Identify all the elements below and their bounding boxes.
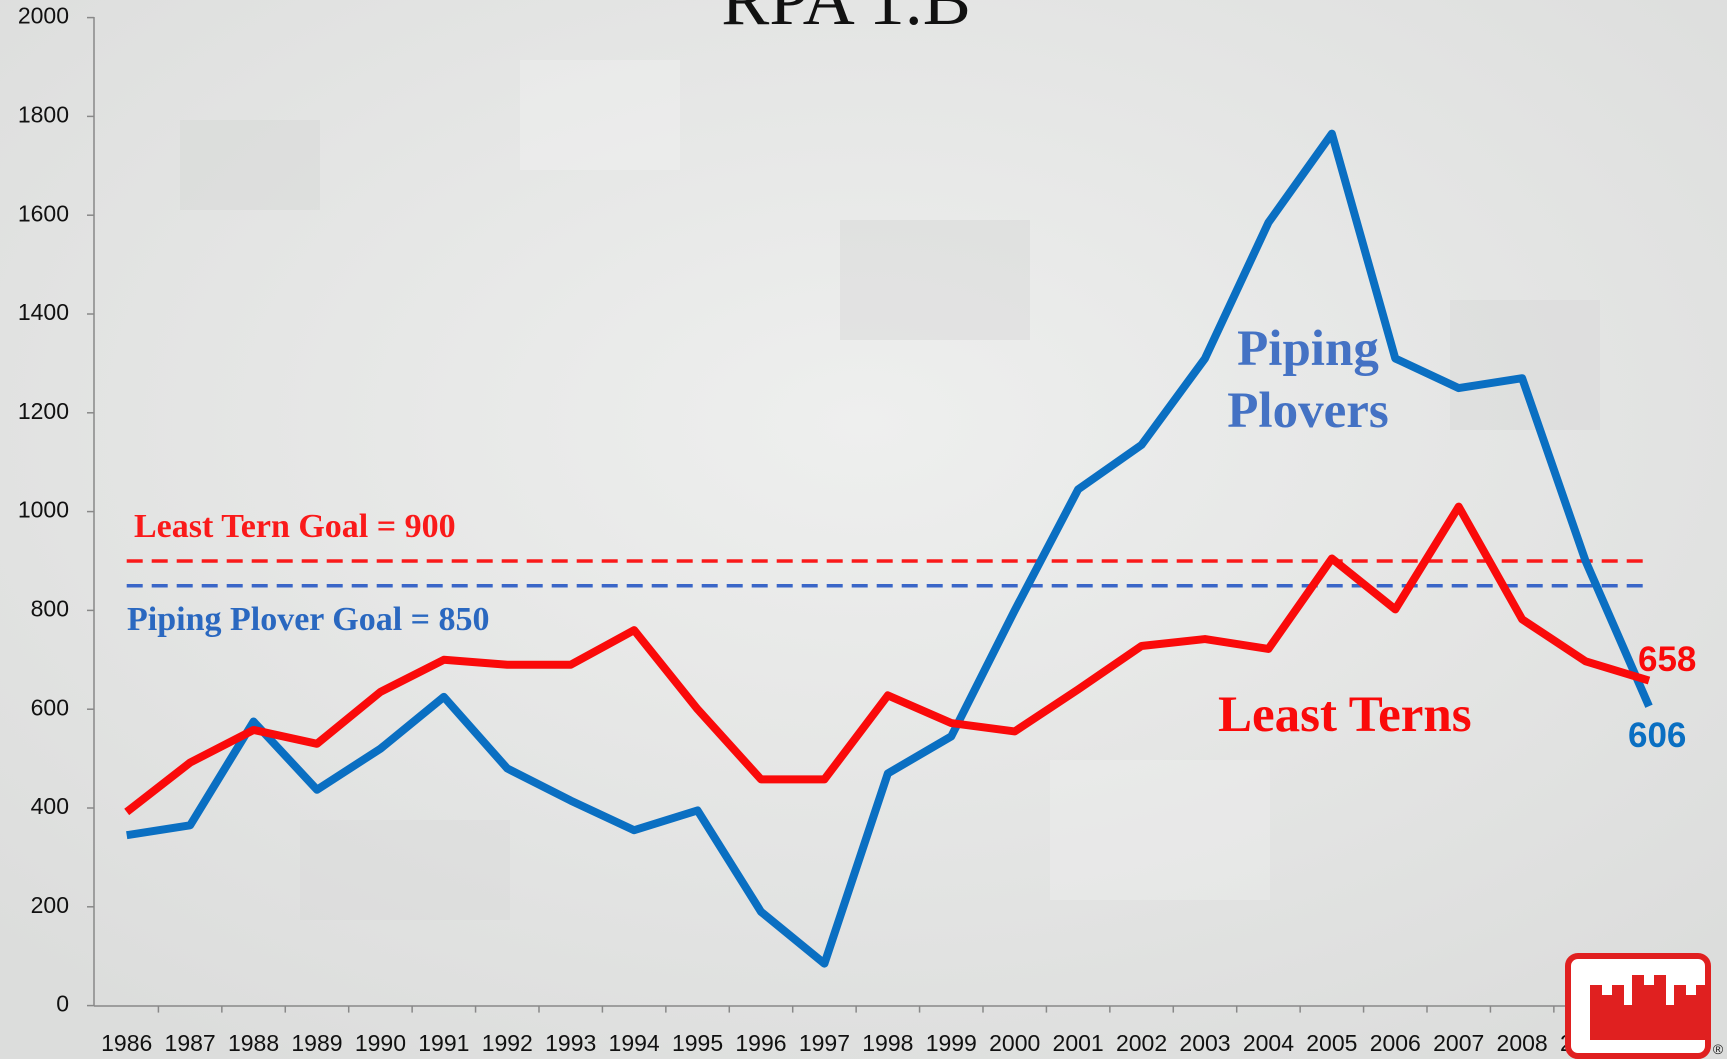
x-tick-label: 2004 bbox=[1243, 1030, 1294, 1056]
series-label: Piping Plovers bbox=[1227, 321, 1389, 439]
end-label: 658 bbox=[1638, 640, 1697, 679]
y-tick-label: 2000 bbox=[18, 3, 69, 29]
series-label: Least Terns bbox=[1218, 687, 1472, 743]
y-tick-label: 800 bbox=[31, 595, 69, 621]
series-line bbox=[124, 502, 1651, 816]
x-tick-label: 1998 bbox=[862, 1030, 913, 1056]
chart-title: RPA 1.B bbox=[721, 0, 971, 40]
end-label: 606 bbox=[1628, 716, 1687, 755]
y-tick-label: 1200 bbox=[18, 398, 69, 424]
y-tick-label: 400 bbox=[31, 793, 69, 819]
y-tick-label: 1800 bbox=[18, 101, 69, 127]
x-tick-label: 2002 bbox=[1116, 1030, 1167, 1056]
x-tick-label: 1990 bbox=[355, 1030, 406, 1056]
x-tick-label: 1992 bbox=[482, 1030, 533, 1056]
goal-label: Piping Plover Goal = 850 bbox=[127, 601, 490, 638]
y-tick-label: 1400 bbox=[18, 299, 69, 325]
logo-castle bbox=[1590, 975, 1708, 1040]
x-tick-label: 2008 bbox=[1497, 1030, 1548, 1056]
x-tick-label: 1986 bbox=[101, 1030, 152, 1056]
x-tick-label: 2005 bbox=[1306, 1030, 1357, 1056]
x-tick-label: 2006 bbox=[1370, 1030, 1421, 1056]
camo bbox=[180, 60, 1600, 920]
x-tick-label: 1991 bbox=[418, 1030, 469, 1056]
x-tick-label: 2003 bbox=[1179, 1030, 1230, 1056]
x-tick-label: 1988 bbox=[228, 1030, 279, 1056]
logo-mark: ® bbox=[1713, 1041, 1724, 1057]
series-line bbox=[126, 129, 1653, 968]
x-tick-label: 1993 bbox=[545, 1030, 596, 1056]
x-tick-label: 1987 bbox=[165, 1030, 216, 1056]
x-tick-label: 1995 bbox=[672, 1030, 723, 1056]
y-tick-label: 0 bbox=[56, 991, 69, 1017]
y-tick-label: 1600 bbox=[18, 200, 69, 226]
x-tick-label: 1996 bbox=[735, 1030, 786, 1056]
x-tick-label: 2000 bbox=[989, 1030, 1040, 1056]
x-tick-label: 2001 bbox=[1053, 1030, 1104, 1056]
y-tick-label: 1000 bbox=[18, 497, 69, 523]
x-tick-label: 2007 bbox=[1433, 1030, 1484, 1056]
y-tick-label: 600 bbox=[31, 694, 69, 720]
goal-label: Least Tern Goal = 900 bbox=[134, 508, 456, 545]
x-tick-label: 1989 bbox=[291, 1030, 342, 1056]
x-tick-label: 1999 bbox=[926, 1030, 977, 1056]
x-tick-label: 1994 bbox=[609, 1030, 660, 1056]
y-tick-label: 200 bbox=[31, 892, 69, 918]
x-tick-label: 1997 bbox=[799, 1030, 850, 1056]
